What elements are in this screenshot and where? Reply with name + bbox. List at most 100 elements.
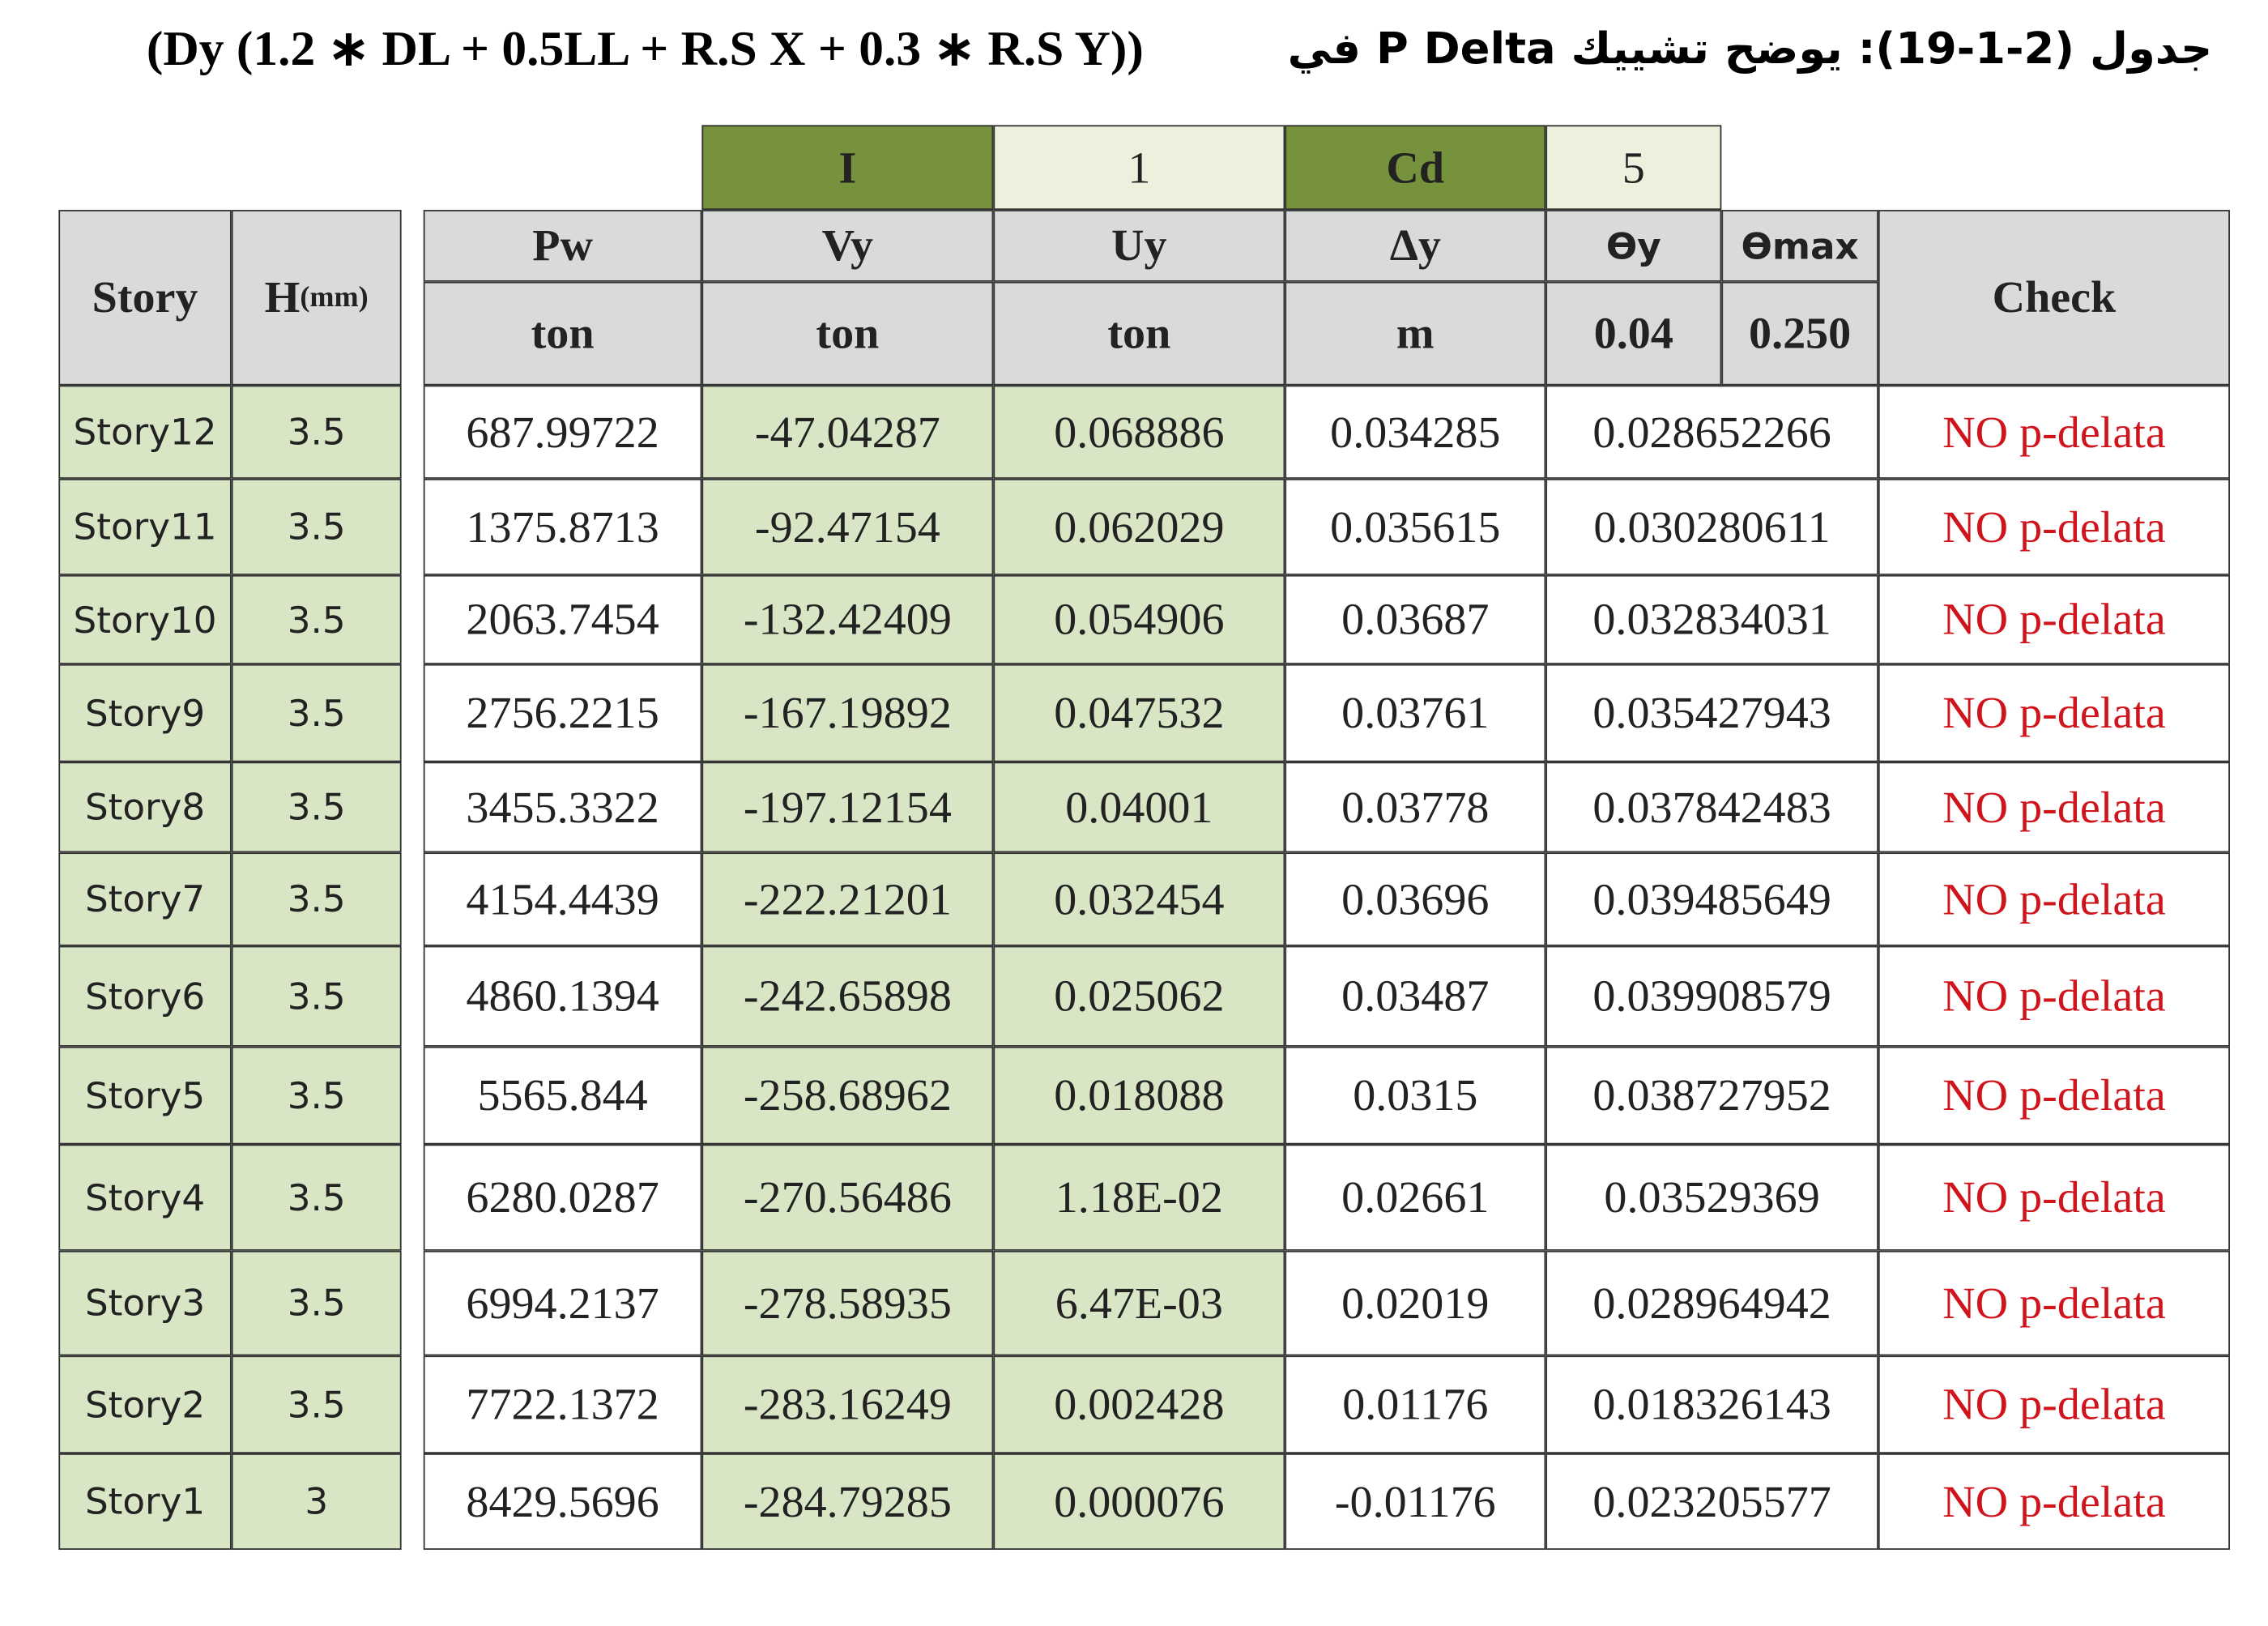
theta-cell: 0.037842483	[1545, 762, 1878, 853]
uy-cell: 0.047532	[993, 664, 1285, 762]
unit-cell: 0.04	[1545, 281, 1722, 386]
theta-cell: 0.039908579	[1545, 945, 1878, 1047]
vy-cell: -284.79285	[701, 1453, 994, 1550]
height-cell: 3.5	[231, 1250, 402, 1356]
check-cell: NO p-delata	[1878, 574, 2230, 664]
height-cell: 3.5	[231, 1046, 402, 1145]
story-cell: Story12	[58, 385, 232, 479]
header-cell: ϴy	[1545, 210, 1722, 282]
title-text: جدول (2-1-19): يوضح تشييك P Delta في	[1287, 23, 2213, 75]
unit-cell: ton	[993, 281, 1285, 386]
height-cell: 3.5	[231, 762, 402, 853]
uy-cell: 0.002428	[993, 1355, 1285, 1454]
uy-cell: 0.018088	[993, 1046, 1285, 1145]
header-unit: (mm)	[300, 280, 369, 313]
pw-cell: 1375.8713	[423, 478, 702, 575]
story-cell: Story10	[58, 574, 232, 664]
story-cell: Story7	[58, 852, 232, 946]
story-cell: Story1	[58, 1453, 232, 1550]
vy-cell: -270.56486	[701, 1144, 994, 1251]
pw-cell: 7722.1372	[423, 1355, 702, 1454]
dy-cell: 0.02661	[1285, 1144, 1546, 1251]
unit-cell: ton	[701, 281, 994, 386]
vy-cell: -283.16249	[701, 1355, 994, 1454]
theta-cell: 0.038727952	[1545, 1046, 1878, 1145]
title: (Dy (1.2 ∗ DL + 0.5LL + R.S X + 0.3 ∗ R.…	[147, 20, 2212, 78]
height-cell: 3.5	[231, 478, 402, 575]
vy-cell: -92.47154	[701, 478, 994, 575]
uy-cell: 0.032454	[993, 852, 1285, 946]
vy-cell: -258.68962	[701, 1046, 994, 1145]
header-cell: Check	[1878, 210, 2230, 386]
pw-cell: 6280.0287	[423, 1144, 702, 1251]
story-cell: Story5	[58, 1046, 232, 1145]
dy-cell: 0.035615	[1285, 478, 1546, 575]
theta-cell: 0.032834031	[1545, 574, 1878, 664]
dy-cell: 0.03778	[1285, 762, 1546, 853]
vy-cell: -242.65898	[701, 945, 994, 1047]
height-cell: 3.5	[231, 945, 402, 1047]
check-cell: NO p-delata	[1878, 664, 2230, 762]
pw-cell: 4154.4439	[423, 852, 702, 946]
uy-cell: 0.000076	[993, 1453, 1285, 1550]
pw-cell: 2756.2215	[423, 664, 702, 762]
pw-cell: 6994.2137	[423, 1250, 702, 1356]
pw-cell: 8429.5696	[423, 1453, 702, 1550]
vy-cell: -197.12154	[701, 762, 994, 853]
unit-cell: ton	[423, 281, 702, 386]
height-cell: 3.5	[231, 1355, 402, 1454]
header-cell: H (mm)	[231, 210, 402, 386]
dy-cell: 0.01176	[1285, 1355, 1546, 1454]
check-cell: NO p-delata	[1878, 1453, 2230, 1550]
check-cell: NO p-delata	[1878, 478, 2230, 575]
pw-cell: 687.99722	[423, 385, 702, 479]
header-cell: Uy	[993, 210, 1285, 282]
unit-cell: 0.250	[1721, 281, 1878, 386]
dy-cell: 0.02019	[1285, 1250, 1546, 1356]
header-cell: ϴmax	[1721, 210, 1878, 282]
dy-cell: 0.034285	[1285, 385, 1546, 479]
vy-cell: -132.42409	[701, 574, 994, 664]
story-cell: Story3	[58, 1250, 232, 1356]
header-cell: Pw	[423, 210, 702, 282]
check-cell: NO p-delata	[1878, 1355, 2230, 1454]
vy-cell: -222.21201	[701, 852, 994, 946]
dy-cell: 0.03687	[1285, 574, 1546, 664]
height-cell: 3	[231, 1453, 402, 1550]
dy-cell: -0.01176	[1285, 1453, 1546, 1550]
uy-cell: 0.068886	[993, 385, 1285, 479]
param-cell: I	[701, 125, 994, 211]
uy-cell: 0.054906	[993, 574, 1285, 664]
height-cell: 3.5	[231, 385, 402, 479]
check-cell: NO p-delata	[1878, 945, 2230, 1047]
theta-cell: 0.028652266	[1545, 385, 1878, 479]
height-cell: 3.5	[231, 664, 402, 762]
header-text: H	[264, 271, 301, 322]
theta-cell: 0.028964942	[1545, 1250, 1878, 1356]
vy-cell: -47.04287	[701, 385, 994, 479]
dy-cell: 0.03487	[1285, 945, 1546, 1047]
story-cell: Story2	[58, 1355, 232, 1454]
story-cell: Story11	[58, 478, 232, 575]
header-cell: Vy	[701, 210, 994, 282]
pw-cell: 5565.844	[423, 1046, 702, 1145]
story-cell: Story6	[58, 945, 232, 1047]
dy-cell: 0.03696	[1285, 852, 1546, 946]
check-cell: NO p-delata	[1878, 1144, 2230, 1251]
param-cell: 1	[993, 125, 1285, 211]
height-cell: 3.5	[231, 852, 402, 946]
pw-cell: 3455.3322	[423, 762, 702, 853]
check-cell: NO p-delata	[1878, 852, 2230, 946]
story-cell: Story9	[58, 664, 232, 762]
uy-cell: 0.062029	[993, 478, 1285, 575]
dy-cell: 0.0315	[1285, 1046, 1546, 1145]
height-cell: 3.5	[231, 1144, 402, 1251]
uy-cell: 1.18E-02	[993, 1144, 1285, 1251]
theta-cell: 0.035427943	[1545, 664, 1878, 762]
check-cell: NO p-delata	[1878, 762, 2230, 853]
check-cell: NO p-delata	[1878, 1250, 2230, 1356]
vy-cell: -278.58935	[701, 1250, 994, 1356]
story-cell: Story8	[58, 762, 232, 853]
